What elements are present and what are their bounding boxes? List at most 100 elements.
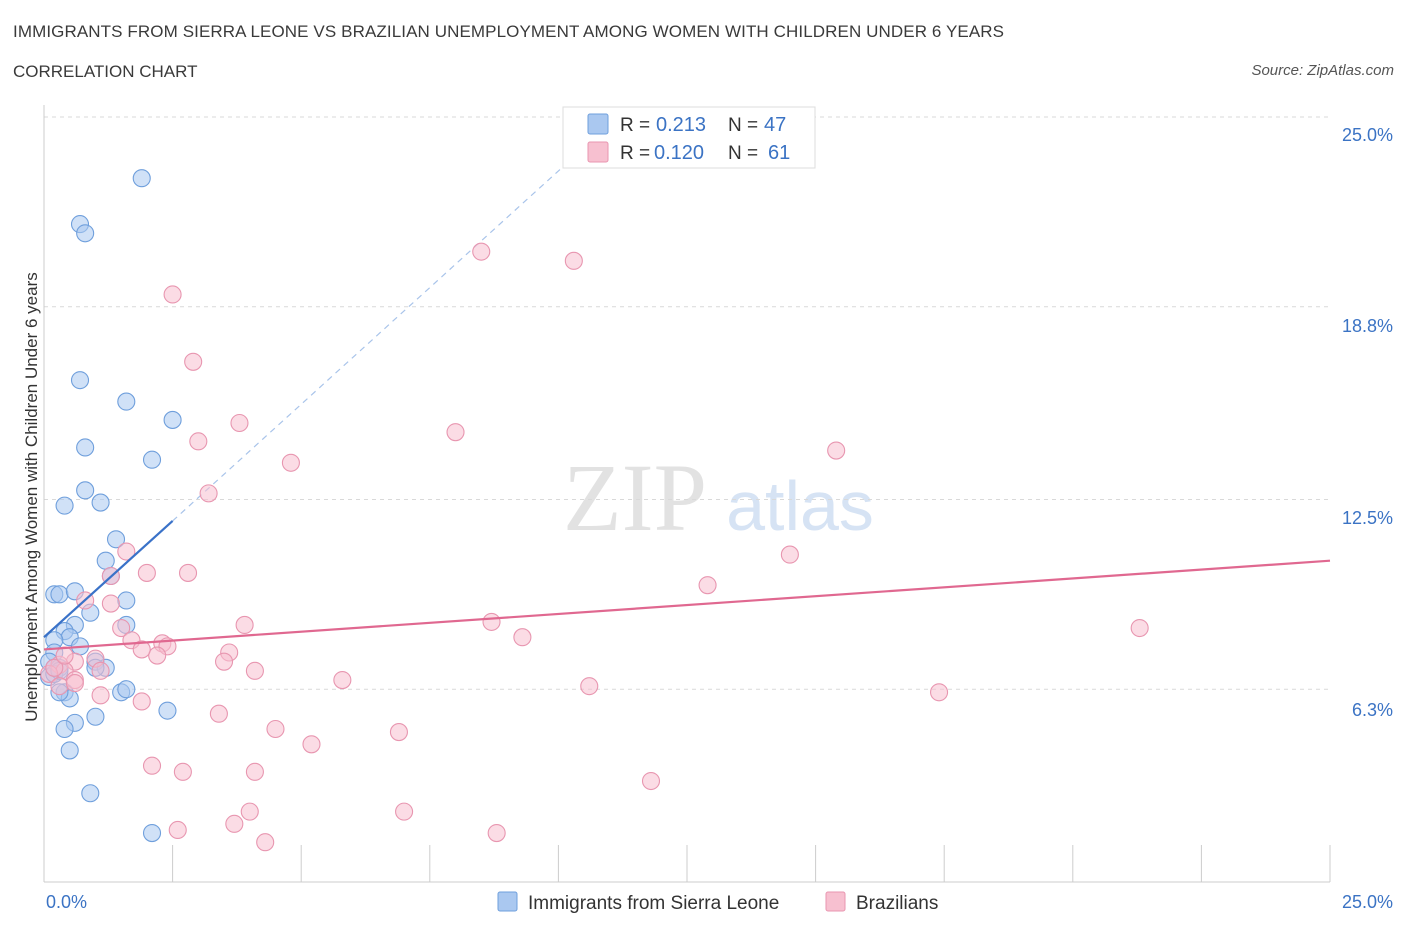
data-point [389,723,408,742]
data-point [256,833,275,852]
legend-n-label: N = [728,115,758,136]
data-point [184,352,203,371]
chart-subtitle: CORRELATION CHART [13,62,198,81]
data-point [199,484,218,503]
data-point [50,585,69,604]
data-point [142,823,162,843]
data-point [827,441,846,460]
data-point [142,756,162,775]
data-point [235,615,254,635]
data-point [55,496,74,515]
data-point [930,683,949,702]
data-point [245,661,264,680]
data-point [60,741,79,760]
data-point [240,802,259,821]
y-axis-label: Unemployment Among Women with Children U… [22,272,41,721]
data-point [91,493,110,512]
data-point [513,628,532,647]
data-point [81,784,100,803]
trend-line-pink [43,559,1331,651]
legend-swatch-pink [587,141,609,163]
data-point [65,674,84,693]
bottom-legend-label: Brazilians [856,893,938,914]
watermark: ZIP atlas [563,444,874,551]
data-point [580,677,599,696]
data-point [76,438,95,457]
data-point [266,719,285,739]
data-point [698,576,717,595]
data-point [230,413,249,433]
data-point [132,169,151,188]
data-point [302,735,321,754]
y-tick-label: 12.5% [1342,508,1393,528]
source-label: Source: ZipAtlas.com [1251,62,1394,79]
data-point [173,762,192,781]
bottom-legend: Immigrants from Sierra Leone Brazilians [497,891,938,914]
data-point [214,652,234,671]
data-point [780,545,799,564]
data-point [163,285,182,304]
legend-n-value: 47 [764,114,786,136]
data-point [70,371,90,390]
data-point [178,563,198,582]
data-point [641,771,661,791]
data-point [137,563,156,582]
data-point [55,719,74,739]
data-point [55,646,74,665]
x-tick-label: 0.0% [46,892,87,912]
data-point [132,692,151,711]
data-point [225,814,244,833]
bottom-legend-swatch-blue [497,891,518,912]
data-point [142,450,162,469]
bottom-legend-swatch-pink [825,891,846,912]
data-point [446,423,465,442]
legend-r-value: 0.120 [654,142,704,164]
x-tick-label: 25.0% [1342,892,1393,912]
watermark-atlas: atlas [726,467,874,545]
data-point [86,707,105,726]
watermark-zip: ZIP [563,444,707,551]
legend-n-label: N = [728,143,758,164]
data-point [50,677,69,696]
bottom-legend-label: Immigrants from Sierra Leone [528,893,779,914]
trend-line-blue [43,520,174,639]
series-sierra-leone [40,169,182,843]
data-point [117,542,136,561]
data-point [101,594,120,613]
y-tick-label: 25.0% [1342,125,1393,145]
data-point [482,612,501,631]
data-point [209,704,228,723]
data-point [487,823,506,843]
chart-title: IMMIGRANTS FROM SIERRA LEONE VS BRAZILIA… [13,22,1005,41]
data-point [117,392,136,411]
legend-swatch-blue [587,113,609,135]
data-point [281,453,300,472]
y-tick-label: 6.3% [1352,700,1393,720]
data-point [117,680,136,699]
data-point [96,551,115,570]
legend-r-label: R = [620,115,650,136]
data-point [76,224,95,243]
y-tick-label: 18.8% [1342,316,1393,336]
data-point [158,701,177,720]
data-point [163,410,182,429]
data-point [168,820,187,840]
grid [44,116,1330,690]
legend-box: R = 0.213 N = 47 R = 0.120 N = 61 [562,106,816,169]
series-brazilians [40,242,1149,852]
data-point [132,640,151,659]
data-point [112,618,131,638]
data-point [333,670,352,690]
data-point [189,432,208,451]
data-point [395,802,414,821]
data-point [91,661,110,680]
data-point [45,658,64,677]
legend-r-label: R = [620,143,650,164]
data-point [1130,618,1149,638]
data-point [76,481,95,500]
data-point [117,591,136,610]
data-point [91,686,110,705]
legend-n-value: 61 [768,142,790,164]
trend-extension [172,147,585,522]
